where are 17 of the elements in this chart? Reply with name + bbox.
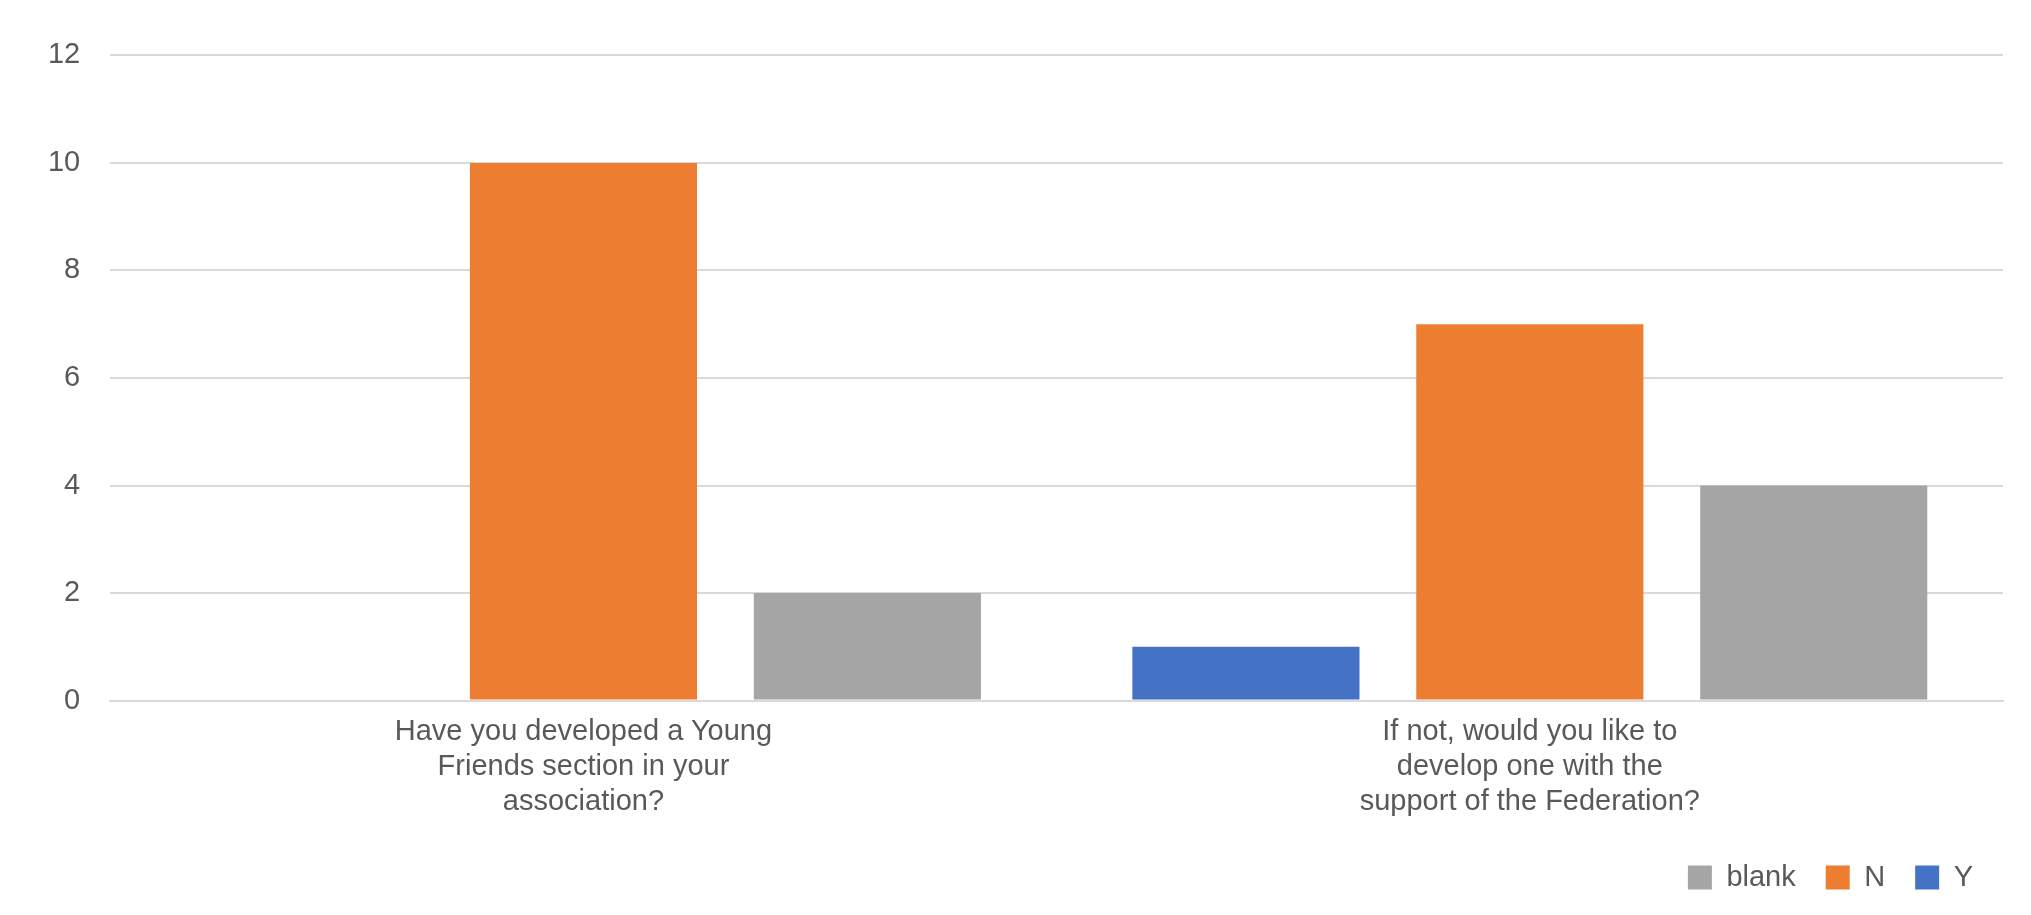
- y-tick-label: 12: [47, 37, 81, 70]
- y-tick-label: 0: [64, 682, 81, 715]
- x-tick-label: Have you developed a Young Friends section in your association?: [394, 714, 773, 816]
- x-tick-label: If not, would you like to develop one with the support of the Federation?: [1359, 714, 1700, 816]
- bar: [1416, 324, 1644, 700]
- y-tick-label: 8: [64, 252, 81, 285]
- legend-label: Y: [1953, 859, 1973, 892]
- bar: [1132, 646, 1360, 700]
- y-tick-label: 4: [64, 467, 81, 500]
- legend-label: blank: [1726, 859, 1797, 892]
- bar: [469, 162, 698, 700]
- legend-label: N: [1864, 859, 1886, 892]
- y-tick-label: 6: [64, 360, 81, 392]
- y-tick-label: 2: [64, 575, 81, 608]
- bar: [753, 593, 981, 700]
- bar: [1700, 485, 1928, 700]
- y-tick-label: 10: [47, 144, 81, 177]
